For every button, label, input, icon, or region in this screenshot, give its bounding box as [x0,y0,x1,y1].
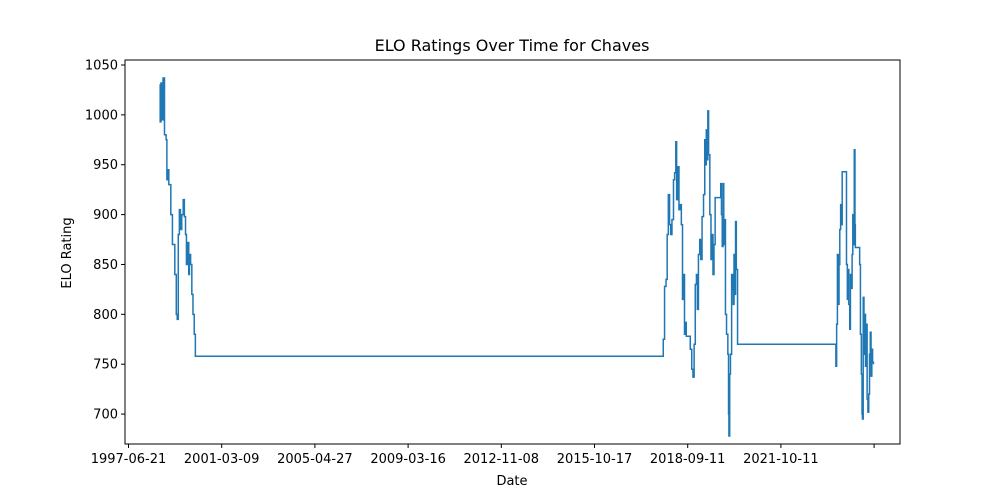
x-tick-label: 2009-03-16 [370,452,446,467]
y-tick-label: 900 [93,208,118,223]
y-tick-label: 1000 [85,108,118,123]
x-tick-label: 2005-04-27 [277,452,353,467]
x-tick-label: 2018-09-11 [650,452,726,467]
x-tick-label: 2015-10-17 [557,452,633,467]
x-tick-label: 2012-11-08 [464,452,540,467]
y-tick-label: 750 [93,358,118,373]
x-axis-label: Date [496,474,527,489]
x-tick-label: 2001-03-09 [184,452,260,467]
x-tick-label: 2021-10-11 [743,452,819,467]
chart-title: ELO Ratings Over Time for Chaves [375,36,650,55]
y-tick-label: 700 [93,408,118,423]
y-tick-label: 850 [93,258,118,273]
x-tick-label: 1997-06-21 [91,452,167,467]
y-tick-label: 1050 [85,58,118,73]
y-tick-label: 800 [93,308,118,323]
y-tick-label: 950 [93,158,118,173]
elo-series-line [159,77,875,437]
plot-frame [124,59,901,445]
y-axis-label: ELO Rating [60,217,75,288]
